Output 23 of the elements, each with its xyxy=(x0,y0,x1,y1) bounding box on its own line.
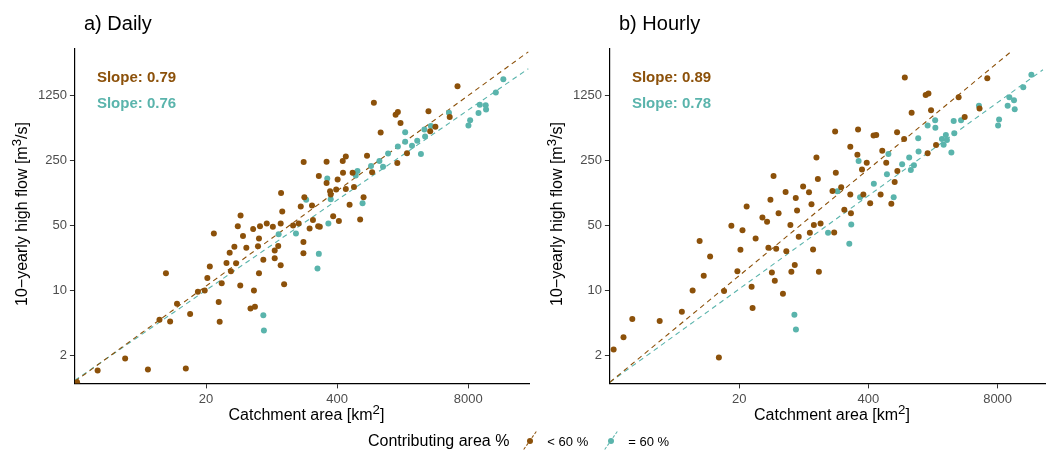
x-tick-label: 20 xyxy=(198,390,214,406)
y-tick-label: 1250 xyxy=(38,87,67,103)
x-tick-label: 8000 xyxy=(453,390,483,406)
y-tick-label: 1250 xyxy=(573,87,602,103)
annotation: Slope: 0.78 xyxy=(631,93,712,111)
annotation: Slope: 0.89 xyxy=(631,67,712,85)
legend-label: < 60 % xyxy=(547,433,589,449)
y-tick-label: 10 xyxy=(587,282,602,298)
y-tick-label: 250 xyxy=(45,152,67,168)
chart-title: b) Hourly xyxy=(619,12,701,35)
y-tick-label: 50 xyxy=(52,217,67,233)
y-tick-label: 2 xyxy=(59,347,67,363)
y-tick-label: 2 xyxy=(594,347,602,363)
legend-label: = 60 % xyxy=(628,433,670,449)
legend-title: Contributing area % xyxy=(367,432,510,450)
x-tick-label: 8000 xyxy=(983,390,1013,406)
annotation: Slope: 0.76 xyxy=(96,93,177,111)
annotation: Slope: 0.79 xyxy=(96,67,177,85)
y-tick-label: 50 xyxy=(587,217,602,233)
chart-title: a) Daily xyxy=(84,12,152,35)
y-tick-label: 10 xyxy=(52,282,67,298)
y-tick-label: 250 xyxy=(580,152,602,168)
x-tick-label: 20 xyxy=(731,390,747,406)
